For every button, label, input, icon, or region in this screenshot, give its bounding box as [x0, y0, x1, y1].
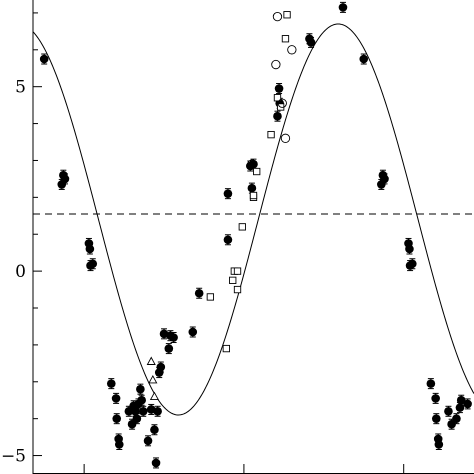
data-point-open-square — [222, 344, 230, 353]
data-point-open-circle — [280, 133, 291, 143]
data-point-filled-circle — [60, 174, 70, 184]
data-point-open-circle — [277, 98, 287, 108]
fit-curve-group — [32, 23, 474, 416]
data-point-open-square — [253, 167, 261, 176]
data-point-open-square — [267, 130, 275, 139]
y-tick-label: 0 — [15, 262, 26, 282]
data-point-filled-circle — [151, 458, 161, 468]
fit-curve — [32, 23, 474, 416]
data-point-filled-circle — [456, 395, 466, 405]
data-point-filled-circle — [169, 333, 178, 342]
data-point-filled-circle — [408, 259, 417, 269]
data-point-filled-circle — [444, 406, 453, 416]
data-point-filled-circle — [194, 288, 204, 298]
data-point-filled-circle — [431, 394, 440, 403]
y-tick-label: 5 — [15, 78, 26, 98]
data-point-open-square — [233, 285, 242, 294]
data-point-open-square — [273, 94, 282, 102]
x-axis-ticks — [83, 464, 405, 474]
data-point-filled-circle — [338, 3, 348, 12]
data-point-filled-circle — [223, 189, 233, 198]
data-point-open-square — [233, 267, 242, 275]
data-point-open-triangle — [148, 374, 158, 384]
data-point-filled-circle — [153, 406, 162, 416]
data-point-filled-circle — [431, 414, 441, 423]
data-point-open-circle — [271, 59, 281, 70]
y-tick-label: −5 — [1, 447, 26, 467]
data-point-filled-circle — [39, 54, 49, 64]
data-point-filled-circle — [111, 394, 121, 403]
data-point-filled-circle — [136, 384, 145, 394]
data-point-open-triangle — [149, 391, 159, 400]
data-point-open-circle — [287, 45, 297, 55]
data-point-open-square — [249, 191, 258, 200]
data-point-open-square — [238, 223, 246, 231]
data-point-filled-circle — [434, 440, 444, 449]
data-point-filled-circle — [273, 111, 282, 121]
data-point-open-circle — [247, 159, 257, 169]
data-point-filled-circle — [359, 54, 369, 64]
data-point-filled-circle — [405, 244, 414, 254]
data-point-filled-circle — [463, 399, 472, 409]
data-point-open-square — [283, 11, 291, 19]
data-point-filled-circle — [223, 235, 233, 245]
data-point-filled-circle — [112, 414, 122, 423]
data-point-filled-circle — [143, 436, 153, 446]
data-point-filled-circle — [306, 38, 316, 47]
data-points-group — [39, 1, 472, 469]
data-point-open-square — [229, 276, 237, 284]
data-point-open-circle — [272, 11, 283, 22]
data-point-filled-circle — [164, 344, 174, 353]
data-point-filled-circle — [138, 406, 148, 416]
data-point-filled-circle — [132, 414, 142, 423]
data-point-filled-circle — [426, 379, 436, 388]
data-point-open-triangle — [146, 356, 156, 365]
data-point-filled-circle — [114, 440, 124, 449]
data-point-filled-circle — [85, 244, 95, 254]
data-point-filled-circle — [452, 414, 461, 423]
data-point-filled-circle — [247, 183, 257, 193]
data-point-filled-circle — [106, 379, 116, 388]
data-point-filled-circle — [274, 84, 284, 93]
data-point-filled-circle — [156, 362, 166, 372]
data-point-open-square — [206, 293, 215, 301]
data-point-open-square — [281, 35, 290, 43]
data-point-filled-circle — [150, 425, 159, 435]
y-axis-ticks: 5 0 −5 — [1, 12, 42, 467]
data-point-filled-circle — [455, 403, 465, 412]
data-point-filled-circle — [88, 259, 98, 269]
data-point-filled-circle — [380, 174, 389, 184]
data-point-filled-circle — [137, 395, 146, 405]
data-point-filled-circle — [188, 327, 198, 337]
